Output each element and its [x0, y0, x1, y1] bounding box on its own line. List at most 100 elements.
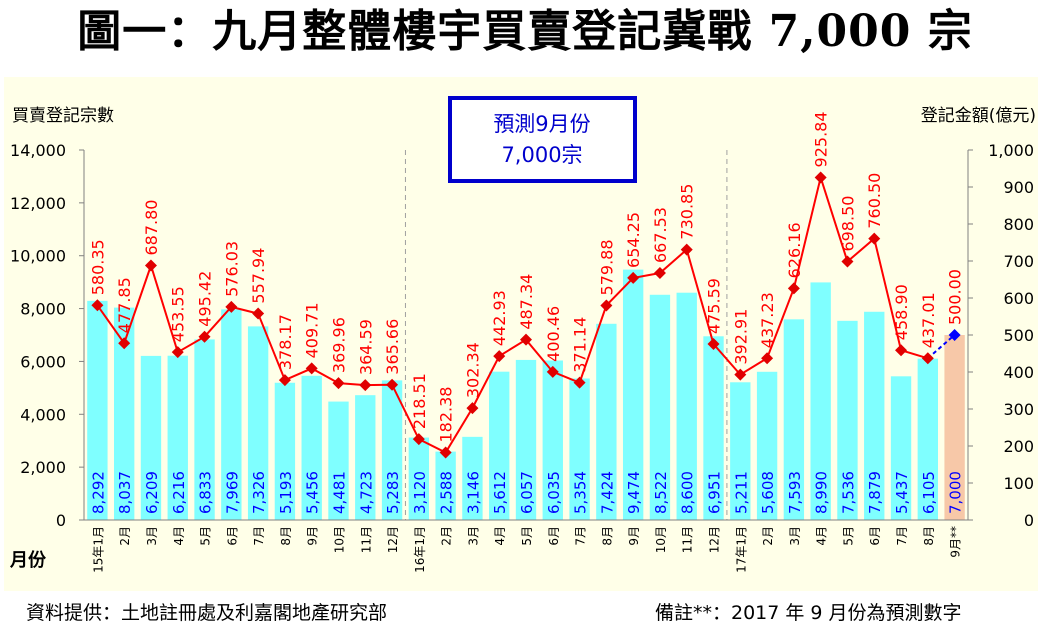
line-value-label: 730.85	[678, 184, 697, 240]
line-value-label: 437.23	[758, 292, 777, 348]
left-axis-title: 買賣登記宗數	[12, 106, 114, 126]
x-tick-label: 10月	[654, 526, 668, 553]
right-tick-label: 400	[1003, 363, 1034, 382]
bar-value-label: 8,522	[652, 471, 670, 514]
bar	[140, 355, 162, 520]
left-tick-label: 6,000	[20, 352, 66, 371]
line-marker	[841, 255, 854, 268]
line-value-label: 576.03	[222, 241, 241, 297]
bar-value-label: 2,588	[438, 471, 456, 514]
line-marker	[91, 299, 104, 312]
bar	[837, 320, 858, 520]
source-note: 資料提供：土地註冊處及利嘉閣地產研究部	[26, 602, 388, 624]
bar	[810, 282, 831, 520]
bar-value-label: 7,424	[598, 471, 616, 514]
line-value-label: 453.55	[169, 286, 188, 342]
x-tick-label: 12月	[708, 526, 722, 553]
bar-value-label: 7,879	[866, 471, 884, 514]
bar-value-label: 5,608	[759, 471, 777, 514]
page-title: 圖一：九月整體樓宇買賣登記冀戰 7,000 宗	[77, 6, 973, 57]
line-marker	[734, 368, 747, 381]
bar	[114, 307, 135, 520]
bar-value-label: 5,612	[491, 471, 509, 514]
line-marker	[627, 271, 640, 284]
line-marker	[278, 374, 291, 387]
bar-value-label: 8,600	[679, 471, 697, 514]
line-marker	[359, 379, 372, 392]
line-marker	[868, 232, 881, 245]
x-tick-label: 6月	[225, 526, 239, 546]
x-tick-label: 8月	[600, 526, 614, 546]
x-tick-label: 11月	[681, 526, 695, 553]
left-tick-label: 2,000	[20, 458, 66, 477]
bar	[864, 311, 885, 520]
line-value-label: 392.91	[731, 309, 750, 365]
line-value-label: 218.51	[410, 373, 429, 429]
forecast-line-segment	[927, 334, 956, 360]
x-tick-label: 17年1月	[734, 526, 748, 573]
bar-value-label: 5,354	[572, 471, 590, 514]
x-tick-label: 2月	[440, 526, 454, 546]
x-tick-label: 7月	[252, 526, 266, 546]
bar-value-label: 7,000	[947, 471, 965, 514]
line-marker	[761, 352, 774, 365]
x-tick-label: 5月	[841, 526, 855, 546]
x-tick-label: 4月	[815, 526, 829, 546]
forecast-box	[448, 96, 637, 183]
bar-value-label: 6,035	[545, 471, 563, 514]
bar-value-label: 6,209	[143, 471, 161, 514]
line-marker	[412, 433, 425, 446]
line-value-label: 442.93	[490, 290, 509, 346]
bar-value-label: 9,474	[625, 471, 643, 514]
line-value-label: 557.94	[249, 248, 268, 304]
right-tick-label: 0	[1024, 511, 1034, 530]
bar-value-label: 8,292	[89, 471, 107, 514]
line-marker	[305, 362, 318, 375]
x-tick-label: 8月	[922, 526, 936, 546]
x-tick-label: 2月	[118, 526, 132, 546]
line-value-label: 760.50	[865, 173, 884, 229]
line-marker	[118, 337, 131, 350]
forecast-box-line1: 預測9月份	[493, 112, 590, 136]
x-tick-label: 9月**	[949, 526, 963, 558]
line-marker	[680, 243, 693, 256]
line-value-label: 487.34	[517, 274, 536, 330]
right-tick-label: 900	[1003, 178, 1034, 197]
x-tick-label: 11月	[359, 526, 373, 553]
line-value-label: 437.01	[919, 292, 938, 348]
x-tick-label: 9月	[627, 526, 641, 546]
left-tick-label: 4,000	[20, 405, 66, 424]
left-tick-label: 12,000	[10, 194, 66, 213]
bar-value-label: 7,326	[250, 471, 268, 514]
bar	[221, 309, 242, 520]
bar-value-label: 3,120	[411, 471, 429, 514]
line-marker	[520, 333, 532, 346]
line-marker	[144, 259, 157, 272]
line-value-label: 458.90	[892, 284, 911, 340]
right-tick-label: 300	[1003, 400, 1034, 419]
forecast-box-line2: 7,000宗	[501, 143, 582, 167]
forecast-note: 備註**：2017 年 9 月份為預測數字	[655, 602, 962, 624]
line-marker	[493, 350, 506, 363]
bar	[435, 451, 456, 520]
bar	[167, 355, 188, 520]
bar-value-label: 7,536	[839, 471, 857, 514]
bar	[622, 269, 644, 520]
x-axis-title: 月份	[9, 549, 47, 571]
line-marker	[600, 299, 613, 312]
bar	[703, 336, 724, 520]
bar-value-label: 8,037	[116, 471, 134, 514]
bar	[247, 326, 269, 520]
bar	[542, 360, 563, 520]
forecast-callout: 預測9月份 7,000宗	[448, 96, 637, 183]
bar-value-label: 6,833	[197, 471, 215, 514]
line-value-label: 475.59	[705, 278, 724, 334]
bar-value-label: 5,437	[893, 471, 911, 514]
line-value-label: 371.14	[571, 317, 590, 373]
bar-value-label: 5,211	[732, 471, 750, 514]
x-tick-label: 15年1月	[91, 526, 105, 573]
right-tick-label: 700	[1003, 252, 1034, 271]
line-marker	[573, 376, 586, 389]
line-value-label: 495.42	[196, 271, 215, 327]
x-tick-label: 3月	[466, 526, 480, 546]
